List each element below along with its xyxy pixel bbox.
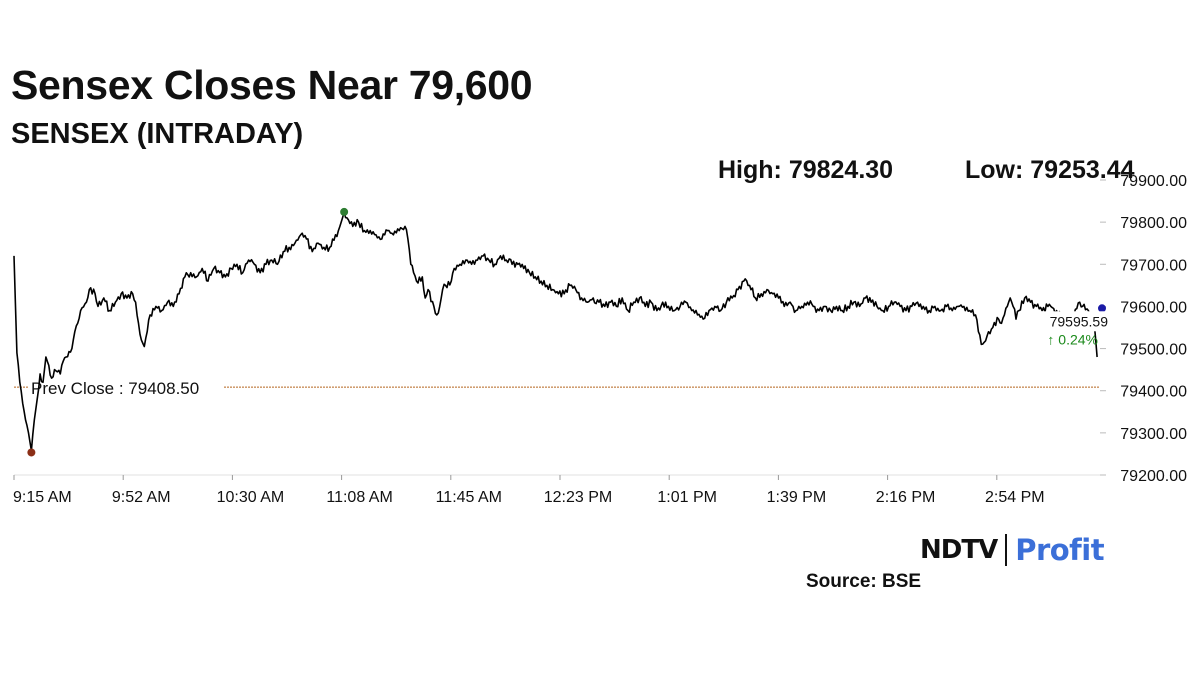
y-tick-label: 79400.00 <box>1120 384 1187 401</box>
x-tick-label: 2:54 PM <box>985 489 1045 506</box>
y-axis: 79900.00 79800.00 79700.00 79600.00 79500.00… <box>1100 173 1187 485</box>
source-note: Source: BSE <box>806 571 922 592</box>
x-tick-label: 1:01 PM <box>657 489 717 506</box>
y-tick-label: 79700.00 <box>1120 257 1187 274</box>
last-value-label: 79595.59 <box>1050 313 1109 329</box>
chart-title: Sensex Closes Near 79,600 <box>11 62 533 108</box>
x-tick-label: 9:15 AM <box>13 489 72 506</box>
chart-subtitle: SENSEX (INTRADAY) <box>11 118 304 150</box>
change-label: ↑ 0.24% <box>1047 331 1098 347</box>
x-axis: 9:15 AM 9:52 AM 10:30 AM 11:08 AM 11:45 AM 12… <box>13 474 1100 506</box>
last-value-marker <box>1098 304 1106 313</box>
last-value-label-bg <box>1040 311 1108 332</box>
low-marker <box>27 448 36 457</box>
y-tick-label: 79900.00 <box>1120 173 1187 190</box>
y-tick-label: 79200.00 <box>1120 468 1187 485</box>
series-line <box>13 211 1098 452</box>
prev-close-label: Prev Close : 79408.50 <box>31 379 199 398</box>
logo-profit-text: Profit <box>1015 533 1105 567</box>
x-tick-label: 11:08 AM <box>326 489 392 506</box>
x-tick-label: 11:45 AM <box>436 489 502 506</box>
y-tick-label: 79600.00 <box>1120 299 1187 316</box>
y-tick-label: 79800.00 <box>1120 215 1187 232</box>
x-tick-label: 10:30 AM <box>217 489 285 506</box>
logo-ndtv-text: NDTV <box>920 535 998 565</box>
y-tick-label: 79500.00 <box>1120 342 1187 359</box>
low-label: Low: 79253.44 <box>965 156 1135 184</box>
y-tick-label: 79300.00 <box>1120 426 1187 443</box>
x-tick-label: 2:16 PM <box>876 489 936 506</box>
high-label: High: 79824.30 <box>718 156 894 184</box>
prev-close-label-bg <box>28 375 224 400</box>
high-marker <box>340 207 349 216</box>
x-tick-label: 12:23 PM <box>544 489 612 506</box>
x-tick-label: 1:39 PM <box>767 489 827 506</box>
ndtv-profit-logo: NDTV Profit <box>920 533 1105 567</box>
logo-divider <box>1005 534 1008 566</box>
x-tick-label: 9:52 AM <box>112 489 171 506</box>
